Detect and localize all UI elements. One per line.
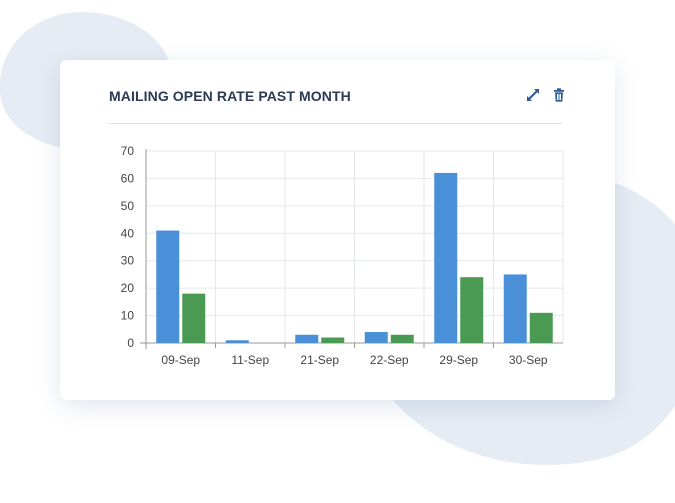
x-tick-label: 29-Sep	[439, 353, 478, 367]
y-tick-label: 30	[121, 254, 135, 268]
y-tick-label: 50	[121, 199, 135, 213]
x-tick-label: 22-Sep	[370, 353, 409, 367]
bar-series-1-11-Sep	[225, 340, 249, 343]
x-tick-label: 30-Sep	[509, 353, 548, 367]
chart-axes	[140, 149, 563, 349]
y-tick-label: 20	[121, 281, 135, 295]
widget-actions	[525, 87, 567, 103]
bar-series-1-21-Sep	[295, 334, 319, 343]
y-tick-label: 10	[121, 309, 135, 323]
bar-series-1-30-Sep	[503, 274, 527, 343]
widget-title: MAILING OPEN RATE PAST MONTH	[109, 88, 351, 104]
bar-series-2-21-Sep	[321, 337, 345, 343]
bar-series-2-09-Sep	[182, 293, 206, 343]
bar-series-2-30-Sep	[529, 312, 553, 343]
bar-series-1-09-Sep	[156, 230, 180, 343]
trash-icon[interactable]	[551, 87, 567, 103]
bar-chart: 0 10 20 30 40 50 60 70 09-Sep 11-Sep 21-Sep 22-Sep 2…	[121, 144, 564, 367]
y-tick-label: 60	[121, 171, 135, 185]
bar-series-2-22-Sep	[390, 334, 414, 343]
title-divider	[109, 123, 562, 124]
chart-tick-labels: 0 10 20 30 40 50 60 70 09-Sep 11-Sep 21-Sep 22-Sep 2…	[121, 144, 548, 367]
chart-grid	[146, 150, 564, 343]
chart-widget-card: MAILING OPEN RATE PAST MONTH 0 10 20 30 40 50…	[60, 60, 615, 400]
bar-series-1-29-Sep	[434, 172, 458, 343]
x-tick-label: 11-Sep	[231, 353, 269, 367]
bar-series-2-29-Sep	[460, 277, 484, 343]
y-tick-label: 70	[121, 144, 135, 158]
y-tick-label: 0	[127, 336, 134, 350]
x-tick-label: 09-Sep	[161, 353, 200, 367]
expand-icon[interactable]	[525, 87, 541, 103]
x-tick-label: 21-Sep	[300, 353, 339, 367]
y-tick-label: 40	[121, 226, 135, 240]
bar-series-1-22-Sep	[364, 332, 388, 343]
chart-bars	[156, 172, 553, 343]
